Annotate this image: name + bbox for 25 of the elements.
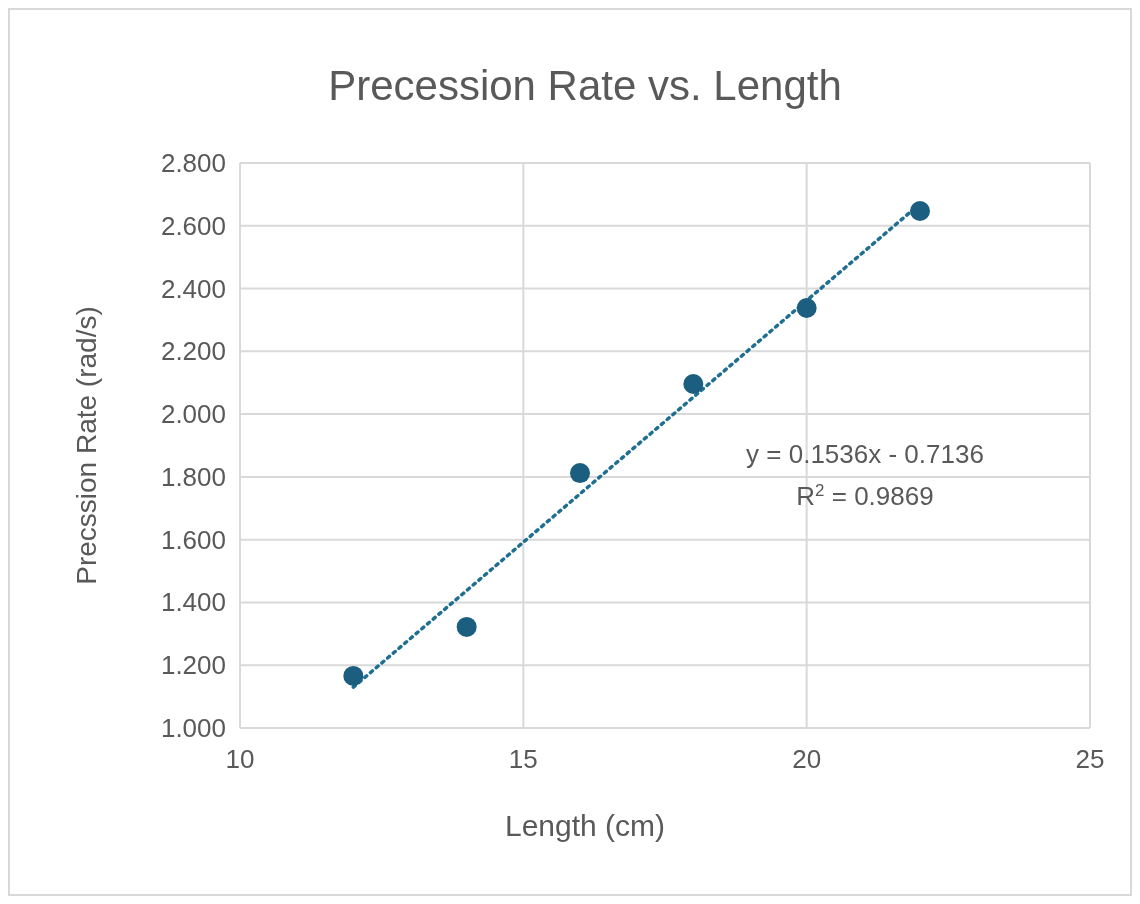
y-tick-label: 2.400 <box>160 273 226 304</box>
y-tick-label: 1.600 <box>160 524 226 555</box>
annotation: R$^{2}$ = 0.9869 <box>796 480 934 511</box>
point <box>343 665 364 686</box>
y-tick-label: 1.400 <box>160 587 226 618</box>
chart-title: Precession Rate vs. Length <box>328 62 842 109</box>
x-tick-label: 25 <box>1075 744 1105 774</box>
point <box>683 373 704 394</box>
y-tick-label: 1.800 <box>160 461 226 492</box>
x-tick-label: 10 <box>225 744 255 774</box>
y-tick-label: 1.200 <box>160 650 226 681</box>
y-tick-label: 2.600 <box>160 210 226 241</box>
y-tick-label: 1.000 <box>160 713 226 743</box>
point <box>456 616 477 637</box>
annotation: y = 0.1536x - 0.7136 <box>746 439 984 469</box>
point <box>570 463 590 484</box>
y-axis-title: Precssion Rate (rad/s) <box>71 306 102 585</box>
y-tick-label: 2.200 <box>160 336 226 367</box>
x-axis-title: Length (cm) <box>504 809 666 842</box>
x-tick-label: 20 <box>792 744 822 774</box>
point <box>796 298 817 319</box>
x-tick-label: 15 <box>508 744 538 774</box>
point <box>910 201 930 222</box>
y-tick-label: 2.000 <box>160 399 226 430</box>
y-tick-label: 2.800 <box>160 148 226 178</box>
